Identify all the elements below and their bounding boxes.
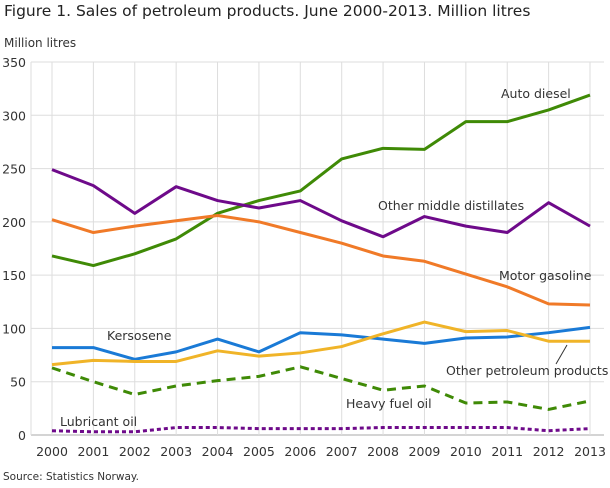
- x-tick-label: 2002: [119, 444, 151, 459]
- y-tick-label: 0: [18, 428, 26, 443]
- series-line-heavy-fuel-oil: [51, 365, 591, 411]
- x-tick-label: 2006: [284, 444, 316, 459]
- x-tick-label: 2007: [326, 444, 358, 459]
- series-label: Auto diesel: [501, 86, 571, 101]
- series-line-lubricant-oil: [51, 426, 591, 434]
- x-tick-label: 2003: [160, 444, 192, 459]
- source-note: Source: Statistics Norway.: [3, 471, 139, 483]
- x-tick-label: 2012: [533, 444, 565, 459]
- series-label: Lubricant oil: [60, 414, 137, 429]
- y-tick-label: 300: [2, 108, 26, 123]
- y-tick-label: 100: [2, 321, 26, 336]
- series-line-other-petroleum-products: [51, 320, 590, 367]
- label-leader-line: [555, 344, 568, 365]
- series-line-motor-gasoline: [51, 213, 591, 307]
- y-axis-label: Million litres: [4, 36, 77, 50]
- x-tick-label: 2011: [491, 444, 523, 459]
- x-tick-label: 2005: [243, 444, 275, 459]
- x-tick-label: 2004: [202, 444, 234, 459]
- series-label: Motor gasoline: [499, 268, 592, 283]
- y-tick-label: 350: [2, 55, 26, 70]
- series-line-kersosene: [52, 325, 591, 361]
- series-label: Other petroleum products: [446, 363, 608, 378]
- x-tick-label: 2008: [367, 444, 399, 459]
- x-tick-label: 2001: [77, 444, 109, 459]
- chart-title: Figure 1. Sales of petroleum products. J…: [4, 2, 531, 20]
- series-label: Kersosene: [107, 328, 172, 343]
- y-tick-label: 50: [10, 375, 26, 390]
- y-tick-label: 150: [2, 268, 26, 283]
- x-tick-label: 2009: [409, 444, 441, 459]
- series-line-other-middle-distillates: [51, 168, 591, 239]
- series-line-auto-diesel: [51, 93, 591, 268]
- x-tick-label: 2013: [574, 444, 606, 459]
- y-tick-label: 250: [2, 162, 26, 177]
- series-label: Other middle distillates: [378, 198, 524, 213]
- series-label: Heavy fuel oil: [346, 396, 432, 411]
- y-tick-label: 200: [2, 215, 26, 230]
- x-tick-label: 2010: [450, 444, 482, 459]
- x-tick-label: 2000: [36, 444, 68, 459]
